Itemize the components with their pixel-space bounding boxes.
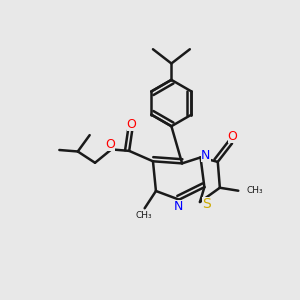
Text: CH₃: CH₃ — [136, 211, 152, 220]
Text: N: N — [174, 200, 184, 213]
Text: O: O — [228, 130, 238, 143]
Text: S: S — [202, 197, 211, 212]
Text: O: O — [127, 118, 136, 131]
Text: CH₃: CH₃ — [247, 186, 263, 195]
Text: N: N — [201, 149, 211, 162]
Text: O: O — [106, 138, 116, 151]
